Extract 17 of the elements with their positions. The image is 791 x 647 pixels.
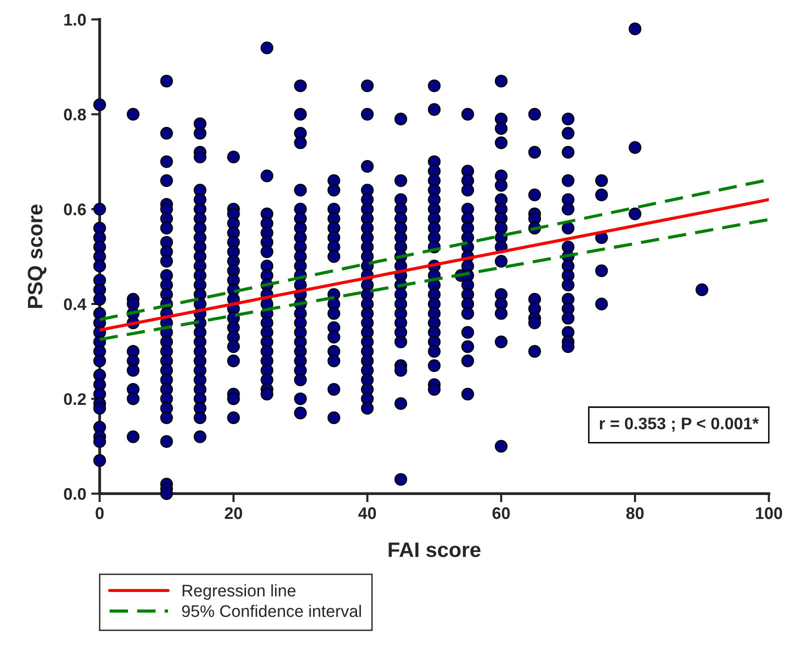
x-axis-title: FAI score bbox=[388, 542, 480, 558]
x-tick-label: 20 bbox=[224, 507, 242, 520]
y-tick-label: 0.8 bbox=[64, 108, 86, 120]
x-tick-label: 0 bbox=[96, 507, 104, 520]
y-tick-label: 1.0 bbox=[64, 14, 86, 26]
x-tick-label: 80 bbox=[626, 507, 644, 520]
legend-label: Regression line bbox=[182, 584, 296, 600]
y-axis-title: PSQ score bbox=[28, 204, 46, 308]
x-tick-label: 100 bbox=[756, 507, 782, 520]
y-tick-label: 0.2 bbox=[64, 393, 86, 406]
y-tick-label: 0.0 bbox=[64, 488, 86, 500]
y-tick-label: 0.4 bbox=[64, 298, 86, 310]
legend-label: 95% Confidence interval bbox=[182, 604, 361, 618]
x-tick-label: 60 bbox=[492, 507, 510, 520]
x-tick-label: 40 bbox=[358, 507, 376, 520]
y-tick-label: 0.6 bbox=[64, 204, 86, 216]
annotation: r = 0.353 ; P < 0.001* bbox=[600, 418, 759, 432]
